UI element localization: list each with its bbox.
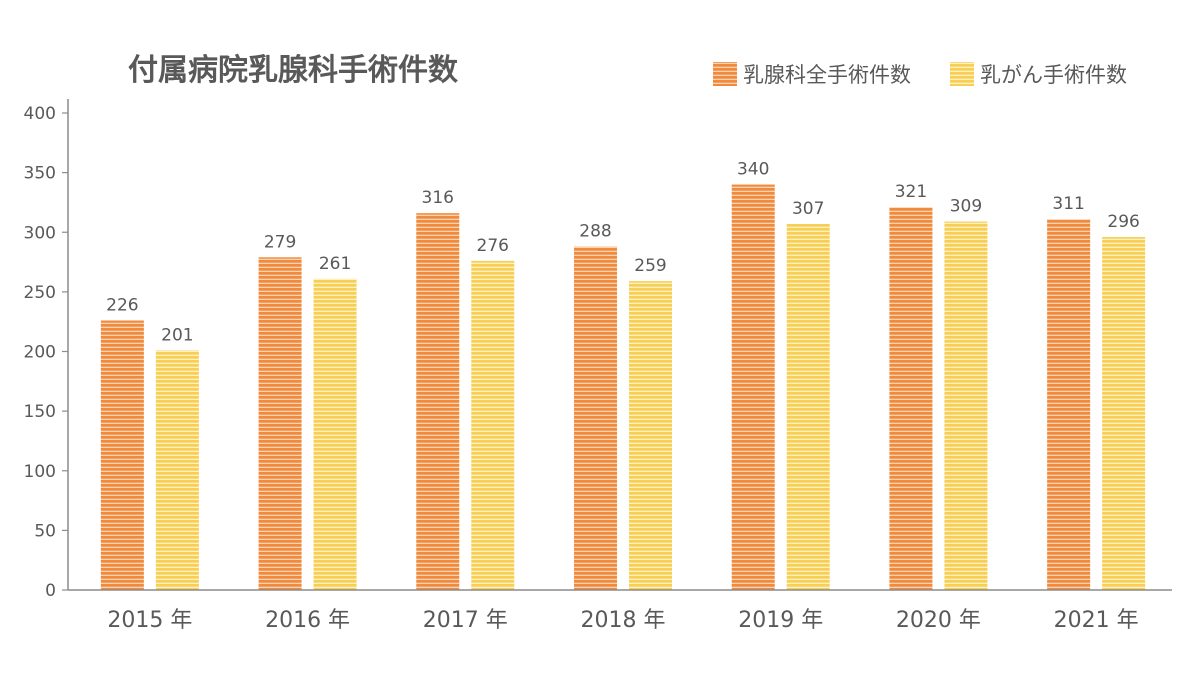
x-tick-label: 2015 年 — [107, 608, 192, 633]
y-axis: 0 50 100 150 200 250 300 350 400 — [24, 99, 69, 601]
legend-label-1: 乳がん手術件数 — [980, 63, 1127, 87]
data-label: 201 — [161, 325, 193, 345]
bar-0-6 — [1047, 219, 1091, 590]
bar-0-1 — [258, 257, 302, 590]
data-label: 296 — [1107, 212, 1139, 232]
y-tick-label: 50 — [34, 521, 56, 541]
bar-0-0 — [100, 320, 144, 590]
bar-1-4 — [786, 223, 830, 590]
bar-0-4 — [731, 184, 775, 591]
data-label: 259 — [634, 256, 666, 276]
y-tick-label: 400 — [24, 104, 56, 124]
chart-title: 付属病院乳腺科手術件数 — [128, 53, 459, 88]
y-tick-label: 200 — [24, 343, 56, 363]
bar-1-1 — [313, 278, 357, 590]
x-tick-label: 2019 年 — [738, 608, 823, 633]
legend: 乳腺科全手術件数 乳がん手術件数 — [713, 62, 1127, 87]
bar-1-2 — [471, 260, 515, 590]
y-tick-label: 250 — [24, 283, 56, 303]
data-label: 279 — [264, 232, 296, 252]
y-tick-label: 150 — [24, 402, 56, 422]
data-label: 288 — [579, 222, 611, 242]
bar-0-5 — [889, 207, 933, 590]
y-tick-label: 100 — [24, 462, 56, 482]
data-label: 276 — [477, 236, 509, 256]
bars: 226 201 279 261 316 276 288 259 340 307 321 309 311 2… — [100, 160, 1146, 591]
y-tick-label: 300 — [24, 223, 56, 243]
bar-0-2 — [416, 213, 460, 591]
bar-1-6 — [1102, 237, 1146, 590]
data-label: 261 — [319, 254, 351, 274]
legend-label-0: 乳腺科全手術件数 — [743, 63, 911, 87]
bar-0-3 — [574, 246, 617, 590]
x-tick-label: 2017 年 — [423, 608, 508, 633]
legend-swatch-0 — [713, 62, 737, 86]
data-label: 340 — [737, 160, 769, 180]
bar-1-5 — [944, 221, 988, 590]
data-label: 311 — [1052, 194, 1084, 214]
y-tick-label: 0 — [45, 581, 56, 601]
bar-1-3 — [629, 281, 672, 590]
bar-1-0 — [155, 350, 199, 590]
data-label: 316 — [422, 188, 454, 208]
data-label: 321 — [895, 182, 927, 202]
data-label: 226 — [106, 295, 138, 315]
x-tick-label: 2018 年 — [581, 608, 666, 633]
x-tick-label: 2016 年 — [265, 608, 350, 633]
x-tick-label: 2021 年 — [1054, 608, 1139, 633]
data-label: 307 — [792, 199, 824, 219]
data-label: 309 — [950, 197, 982, 217]
legend-swatch-1 — [950, 62, 974, 86]
x-tick-label: 2020 年 — [896, 608, 981, 633]
x-axis: 2015 年 2016 年 2017 年 2018 年 2019 年 2020 年 2021… — [68, 589, 1172, 633]
y-tick-label: 350 — [24, 164, 56, 184]
